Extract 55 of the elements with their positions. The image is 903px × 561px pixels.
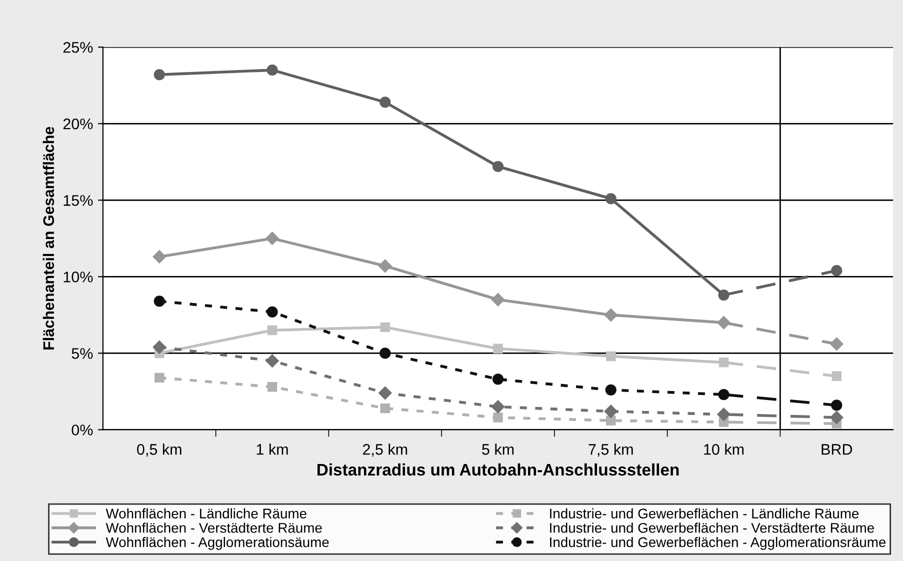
point xyxy=(606,351,616,362)
x-tick-label: 7,5 km xyxy=(588,444,633,457)
point xyxy=(266,232,279,246)
point xyxy=(267,382,278,392)
point xyxy=(266,354,279,368)
point xyxy=(154,372,164,383)
legend-label: Industrie- und Gewerbeflächen - Verstädterte Räume xyxy=(550,522,874,533)
point xyxy=(830,337,844,351)
legend-label: Industrie- und Gewerbeflächen - Ländliche Räume xyxy=(550,508,859,518)
y-tick-label: 25% xyxy=(63,42,93,53)
point xyxy=(378,386,392,400)
point xyxy=(380,403,390,414)
point xyxy=(493,412,503,422)
x-tick-label: 5 km xyxy=(482,444,514,455)
y-tick-label: 15% xyxy=(64,195,93,206)
point xyxy=(152,250,166,264)
point xyxy=(830,410,844,424)
point xyxy=(378,259,392,273)
y-tick-label: 10% xyxy=(64,272,93,282)
point xyxy=(606,416,616,426)
point xyxy=(266,306,278,318)
point xyxy=(605,193,616,204)
x-tick-label: BRD xyxy=(822,444,852,455)
legend-label: Wohnflächen - Ländliche Räume xyxy=(106,508,306,518)
point xyxy=(605,384,616,396)
legend-label: Wohnflächen - Agglomerationsäume xyxy=(106,536,329,550)
point xyxy=(492,160,504,172)
y-axis-title: Flächenanteil an Gesamtfläche xyxy=(42,126,54,350)
point xyxy=(831,265,842,276)
legend-label: Wohnflächen - Verstädterte Räume xyxy=(106,522,322,533)
x-tick-label: 0,5 km xyxy=(137,444,182,457)
point xyxy=(604,404,618,418)
point xyxy=(380,348,391,359)
point xyxy=(491,400,505,414)
point xyxy=(380,322,390,332)
x-tick-label: 1 km xyxy=(256,444,288,455)
point xyxy=(493,344,503,354)
y-tick-label: 5% xyxy=(72,348,93,359)
point xyxy=(266,64,278,76)
x-axis-title: Distanzradius um Autobahn-Anschlussstellen xyxy=(317,463,679,476)
point xyxy=(491,293,505,306)
point xyxy=(831,400,842,411)
point xyxy=(154,296,165,307)
legend-label: Industrie- und Gewerbeflächen - Agglomerationsräume xyxy=(550,536,886,550)
point xyxy=(152,340,166,354)
point xyxy=(154,69,165,80)
point xyxy=(832,371,842,382)
x-tick-label: 2,5 km xyxy=(362,444,408,457)
point xyxy=(380,96,391,108)
point xyxy=(492,374,504,385)
point xyxy=(267,325,278,336)
x-tick-label: 10 km xyxy=(704,444,744,455)
point xyxy=(604,308,618,322)
y-tick-label: 0% xyxy=(72,424,93,436)
y-tick-label: 20% xyxy=(63,118,93,130)
